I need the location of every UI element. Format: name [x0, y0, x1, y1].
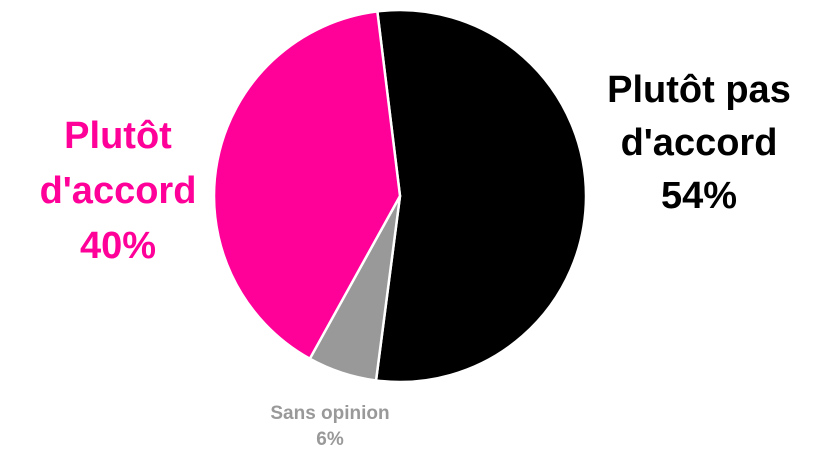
slice-label-plutot-pas-daccord-line1: Plutôt pas: [607, 71, 791, 109]
pie-slices: [214, 10, 586, 382]
pie-slice-plutot-pas-d-accord: [376, 10, 586, 382]
slice-value-sans-opinion: 6%: [316, 430, 343, 449]
slice-label-plutot-daccord-line2: d'accord: [40, 172, 197, 210]
slice-value-plutot-daccord: 40%: [80, 227, 156, 265]
slice-value-plutot-pas-daccord: 54%: [661, 177, 737, 215]
slice-label-plutot-daccord-line1: Plutôt: [64, 117, 172, 155]
slice-label-sans-opinion: Sans opinion: [270, 404, 389, 423]
slice-label-plutot-pas-daccord-line2: d'accord: [621, 124, 778, 162]
